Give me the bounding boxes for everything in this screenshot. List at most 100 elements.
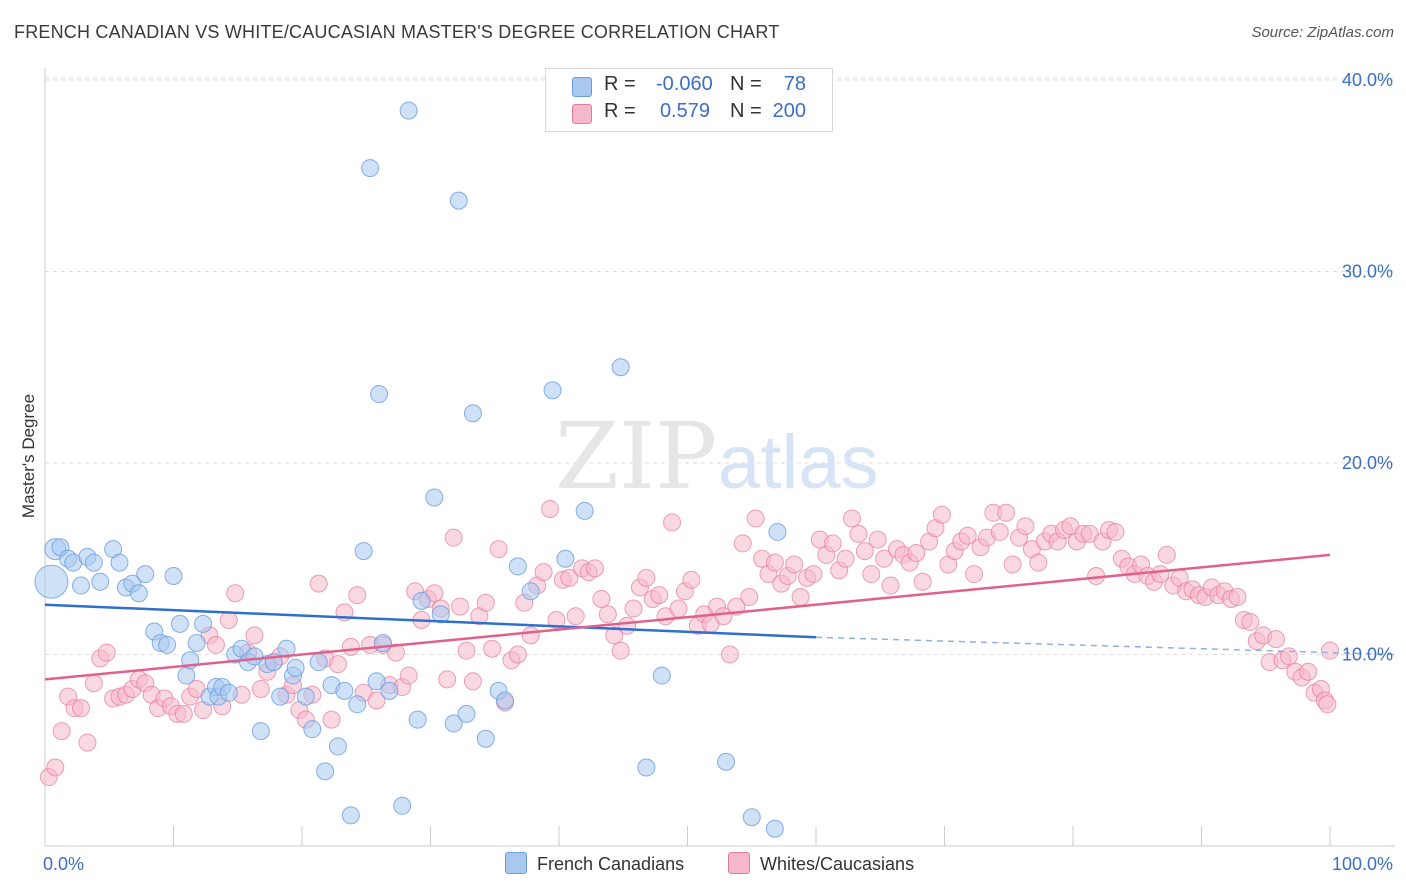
point-french-canadians <box>575 501 594 520</box>
point-french-canadians <box>170 614 189 633</box>
point-french-canadians <box>335 681 354 700</box>
legend-swatch-blue <box>505 852 527 874</box>
point-whites-caucasians <box>650 586 669 605</box>
point-french-canadians <box>408 710 427 729</box>
point-whites-caucasians <box>46 758 65 777</box>
point-whites-caucasians <box>804 565 823 584</box>
legend-item-french-canadians: French Canadians <box>505 852 684 875</box>
legend-item-whites-caucasians: Whites/Caucasians <box>728 852 914 875</box>
trend-lines <box>44 553 1396 681</box>
point-whites-caucasians <box>1003 555 1022 574</box>
y-tick-label: 20.0% <box>1342 453 1393 473</box>
point-whites-caucasians <box>219 611 238 630</box>
point-french-canadians <box>361 159 380 178</box>
point-whites-caucasians <box>1267 630 1286 649</box>
legend-row-french-canadians: R = -0.060 N = 78 <box>546 73 832 99</box>
point-whites-caucasians <box>560 568 579 587</box>
correlation-legend: R = -0.060 N = 78 R = 0.579 N = 200 <box>545 68 833 132</box>
point-whites-caucasians <box>881 576 900 595</box>
legend-r-label: R = <box>604 100 636 122</box>
point-whites-caucasians <box>624 599 643 618</box>
x-tick-label: 0.0% <box>43 854 84 874</box>
legend-row-whites-caucasians: R = 0.579 N = 200 <box>546 100 832 126</box>
tick-labels: 10.0% 20.0% 30.0% 40.0% 0.0% 100.0% <box>43 70 1393 874</box>
series-french-canadians <box>34 101 787 838</box>
point-french-canadians <box>91 572 110 591</box>
point-whites-caucasians <box>1318 695 1337 714</box>
point-whites-caucasians <box>855 542 874 561</box>
point-french-canadians <box>380 681 399 700</box>
point-whites-caucasians <box>508 645 527 664</box>
point-whites-caucasians <box>605 626 624 645</box>
point-whites-caucasians <box>399 666 418 685</box>
watermark-zip: ZIP <box>555 403 717 510</box>
point-whites-caucasians <box>322 710 341 729</box>
point-french-canadians <box>328 737 347 756</box>
point-whites-caucasians <box>1299 662 1318 681</box>
point-french-canadians <box>187 634 206 653</box>
point-french-canadians <box>367 672 386 691</box>
legend-r-label: R = <box>604 73 636 95</box>
point-whites-caucasians <box>1228 588 1247 607</box>
point-whites-caucasians <box>997 503 1016 522</box>
chart-title: FRENCH CANADIAN VS WHITE/CAUCASIAN MASTE… <box>14 22 780 42</box>
point-whites-caucasians <box>836 549 855 568</box>
point-whites-caucasians <box>541 499 560 518</box>
point-whites-caucasians <box>842 509 861 528</box>
point-french-canadians <box>444 714 463 733</box>
point-whites-caucasians <box>1321 641 1339 660</box>
point-whites-caucasians <box>849 524 868 543</box>
point-whites-caucasians <box>913 572 932 591</box>
point-french-canadians <box>194 614 213 633</box>
point-whites-caucasians <box>1106 522 1125 541</box>
point-whites-caucasians <box>438 670 457 689</box>
point-whites-caucasians <box>367 691 386 710</box>
point-french-canadians <box>768 522 787 541</box>
point-whites-caucasians <box>1241 612 1260 631</box>
point-french-canadians <box>251 722 270 741</box>
point-french-canadians <box>303 720 322 739</box>
point-french-canadians <box>496 691 515 710</box>
point-whites-caucasians <box>71 699 90 718</box>
point-whites-caucasians <box>328 655 347 674</box>
point-french-canadians <box>393 796 412 815</box>
point-whites-caucasians <box>669 599 688 618</box>
legend-swatch-pink <box>728 852 750 874</box>
point-whites-caucasians <box>1157 545 1176 564</box>
point-whites-caucasians <box>444 528 463 547</box>
point-whites-caucasians <box>84 674 103 693</box>
point-french-canadians <box>412 591 431 610</box>
watermark: ZIP atlas <box>555 403 879 510</box>
legend-r-value: 0.579 <box>659 100 710 122</box>
y-axis-label: Master's Degree <box>19 394 38 518</box>
point-whites-caucasians <box>206 635 225 654</box>
legend-label: French Canadians <box>537 854 685 874</box>
point-whites-caucasians <box>932 505 951 524</box>
point-french-canadians <box>348 695 367 714</box>
point-whites-caucasians <box>226 584 245 603</box>
point-whites-caucasians <box>534 563 553 582</box>
point-whites-caucasians <box>907 544 926 563</box>
point-french-canadians <box>765 819 784 838</box>
point-whites-caucasians <box>52 722 71 741</box>
y-tick-label: 30.0% <box>1342 262 1393 282</box>
point-french-canadians <box>354 542 373 561</box>
point-whites-caucasians <box>765 553 784 572</box>
point-whites-caucasians <box>547 611 566 630</box>
legend-swatch-blue <box>572 77 592 97</box>
point-french-canadians <box>717 752 736 771</box>
y-tick-label: 10.0% <box>1342 645 1393 665</box>
point-whites-caucasians <box>990 522 1009 541</box>
point-french-canadians <box>277 639 296 658</box>
point-whites-caucasians <box>463 672 482 691</box>
point-whites-caucasians <box>637 568 656 587</box>
point-french-canadians <box>286 658 305 677</box>
point-whites-caucasians <box>746 509 765 528</box>
point-whites-caucasians <box>740 588 759 607</box>
point-whites-caucasians <box>521 626 540 645</box>
point-french-canadians <box>449 191 468 210</box>
point-french-canadians <box>316 762 335 781</box>
point-french-canadians <box>341 806 360 825</box>
point-french-canadians <box>84 553 103 572</box>
point-whites-caucasians <box>785 555 804 574</box>
